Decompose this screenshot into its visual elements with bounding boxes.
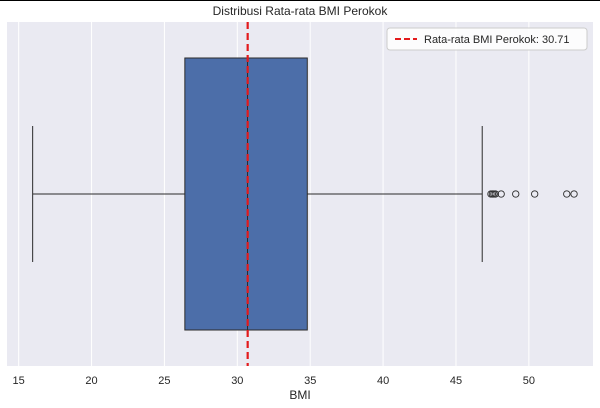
outlier-point xyxy=(531,190,539,198)
x-tick-label: 45 xyxy=(450,375,462,387)
outliers xyxy=(487,190,578,198)
x-tick-label: 20 xyxy=(85,375,97,387)
x-tick-label: 15 xyxy=(13,375,25,387)
chart-title: Distribusi Rata-rata BMI Perokok xyxy=(213,4,389,18)
outlier-point xyxy=(563,190,571,198)
x-axis-label: BMI xyxy=(289,388,310,402)
outlier-point xyxy=(491,190,499,198)
x-tick-label: 30 xyxy=(231,375,243,387)
x-tick-label: 50 xyxy=(523,375,535,387)
x-tick-label: 25 xyxy=(158,375,170,387)
outlier-point xyxy=(570,190,578,198)
iqr-box xyxy=(184,57,308,331)
legend-frame xyxy=(386,27,588,51)
x-tick-labels: 15 20 25 30 35 40 45 50 xyxy=(13,375,535,387)
outlier-point xyxy=(512,190,520,198)
box-group xyxy=(32,57,483,331)
x-tick-label: 35 xyxy=(304,375,316,387)
top-border xyxy=(0,0,600,1)
legend: Rata-rata BMI Perokok: 30.71 xyxy=(386,27,588,51)
outlier-point xyxy=(497,190,505,198)
x-tick-label: 40 xyxy=(377,375,389,387)
legend-label: Rata-rata BMI Perokok: 30.71 xyxy=(424,34,570,46)
